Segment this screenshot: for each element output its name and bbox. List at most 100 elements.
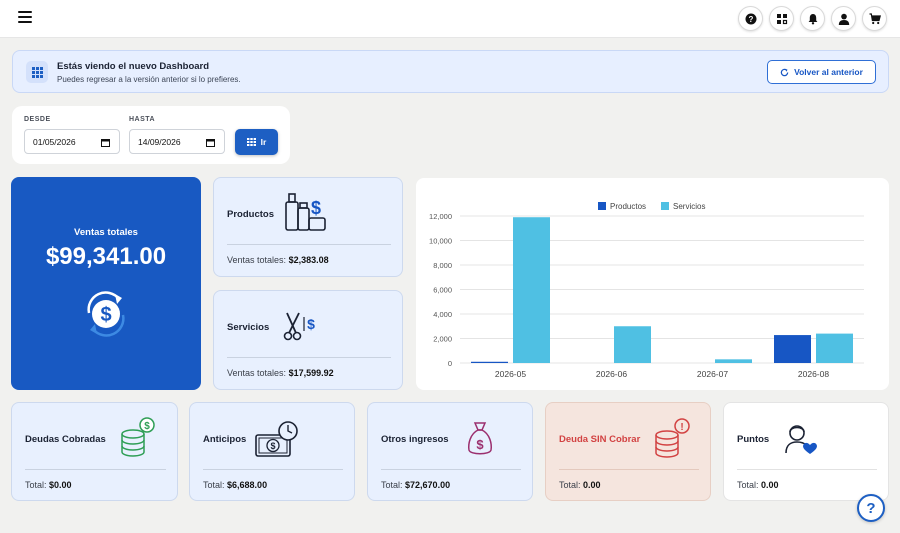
total-sales-label: Ventas totales	[74, 227, 138, 238]
total-sales-value: $99,341.00	[45, 243, 167, 270]
svg-text:$: $	[270, 441, 275, 451]
back-to-previous-button[interactable]: Volver al anterior	[767, 60, 876, 84]
y-tick-label: 6,000	[433, 286, 452, 295]
products-total-prefix: Ventas totales:	[227, 255, 287, 265]
svg-text:$: $	[144, 421, 150, 432]
chart-legend: Productos Servicios	[598, 202, 705, 211]
user-icon[interactable]	[831, 6, 856, 31]
services-total-amount: $17,599.92	[288, 368, 334, 378]
back-button-label: Volver al anterior	[794, 67, 863, 77]
divider	[737, 469, 877, 470]
bar-servicios[interactable]	[513, 217, 550, 363]
y-tick-label: 0	[448, 359, 452, 368]
refresh-icon	[780, 68, 789, 76]
x-tick-label: 2026-05	[495, 369, 526, 379]
to-date-input[interactable]: 14/09/2026	[129, 129, 225, 154]
to-date-value: 14/09/2026	[138, 136, 181, 147]
uncollected-debt-card: Deuda SIN Cobrar ! Total: 0.00	[545, 402, 711, 501]
svg-text:$: $	[476, 437, 484, 452]
date-filter-card: DESDE 01/05/2026 HASTA 14/09/2026 Ir	[12, 106, 290, 164]
x-tick-label: 2026-07	[697, 369, 728, 379]
svg-text:$: $	[100, 304, 111, 326]
go-button[interactable]: Ir	[235, 129, 278, 155]
services-total-prefix: Ventas totales:	[227, 368, 287, 378]
money-bag-icon: $	[468, 422, 492, 455]
uncollected-debt-prefix: Total:	[559, 480, 581, 490]
go-button-label: Ir	[260, 137, 267, 147]
bar-productos[interactable]	[471, 361, 508, 363]
other-income-title: Otros ingresos	[381, 434, 449, 445]
x-tick-label: 2026-06	[596, 369, 627, 379]
points-prefix: Total:	[737, 480, 759, 490]
from-date-value: 01/05/2026	[33, 136, 76, 147]
apps-icon[interactable]	[769, 6, 794, 31]
bar-servicios[interactable]	[614, 326, 651, 363]
grid-icon	[246, 138, 256, 146]
collected-debts-amount: $0.00	[49, 480, 72, 490]
from-label: DESDE	[24, 116, 51, 123]
divider	[203, 469, 343, 470]
advances-amount: $6,688.00	[227, 480, 268, 490]
legend-swatch	[598, 202, 606, 210]
grid-icon	[26, 61, 48, 83]
cash-clock-icon: $	[255, 421, 298, 457]
svg-text:?: ?	[866, 500, 875, 516]
coins-stack-icon: $	[121, 417, 155, 457]
bar-servicios[interactable]	[715, 359, 752, 363]
sales-chart-card: Productos Servicios 0 2,000 4,000 6,000 8,000…	[416, 178, 889, 390]
uncollected-debt-amount: 0.00	[583, 480, 601, 490]
points-amount: 0.00	[761, 480, 779, 490]
banner-subtitle: Puedes regresar a la versión anterior si…	[57, 75, 241, 84]
services-total: Ventas totales: $17,599.92	[227, 368, 334, 378]
help-icon[interactable]: ?	[738, 6, 763, 31]
legend-label[interactable]: Servicios	[673, 202, 705, 211]
advances-card: Anticipos $ Total: $6,688.00	[189, 402, 355, 501]
scissors-icon: $	[283, 312, 315, 341]
svg-text:?: ?	[748, 14, 753, 23]
x-tick-label: 2026-08	[798, 369, 829, 379]
svg-text:$: $	[307, 316, 315, 332]
bell-icon[interactable]	[800, 6, 825, 31]
coins-alert-icon: !	[655, 418, 690, 458]
menu-icon[interactable]	[18, 11, 32, 25]
products-total: Ventas totales: $2,383.08	[227, 255, 329, 265]
uncollected-debt-title: Deuda SIN Cobrar	[559, 434, 641, 445]
divider	[25, 469, 166, 470]
services-card: Servicios $ Ventas totales: $17,599.92	[213, 290, 403, 390]
products-icon: $	[285, 193, 326, 231]
divider	[559, 469, 699, 470]
divider	[227, 244, 391, 245]
to-label: HASTA	[129, 116, 156, 123]
calendar-icon[interactable]	[206, 138, 215, 147]
svg-text:!: !	[680, 422, 683, 433]
legend-label[interactable]: Productos	[610, 202, 646, 211]
y-tick-label: 12,000	[429, 212, 452, 221]
help-chat-button[interactable]: ?	[857, 494, 885, 522]
products-title: Productos	[227, 209, 274, 220]
points-card: Puntos Total: 0.00	[723, 402, 889, 501]
divider	[227, 357, 391, 358]
other-income-amount: $72,670.00	[405, 480, 451, 490]
money-cycle-icon: $	[87, 291, 125, 337]
cart-icon[interactable]	[862, 6, 887, 31]
collected-debts-total: Total: $0.00	[25, 480, 72, 490]
collected-debts-title: Deudas Cobradas	[25, 434, 106, 445]
banner-title: Estás viendo el nuevo Dashboard	[57, 61, 210, 72]
bar-servicios[interactable]	[816, 333, 853, 363]
y-tick-label: 2,000	[433, 335, 452, 344]
chart-bars	[471, 217, 853, 363]
sales-bar-chart: Productos Servicios 0 2,000 4,000 6,000 8,000…	[429, 202, 864, 379]
advances-title: Anticipos	[203, 434, 247, 445]
chart-x-labels: 2026-05 2026-06 2026-07 2026-08	[495, 369, 829, 379]
calendar-icon[interactable]	[101, 138, 110, 147]
question-icon: ?	[866, 500, 875, 516]
other-income-prefix: Total:	[381, 480, 403, 490]
bar-productos[interactable]	[774, 335, 811, 363]
svg-text:$: $	[311, 198, 321, 218]
other-income-card: Otros ingresos $ Total: $72,670.00	[367, 402, 533, 501]
products-card: Productos $ Ventas totales: $2,383.08	[213, 177, 403, 277]
collected-debts-card: Deudas Cobradas $ Total: $0.00	[11, 402, 178, 501]
from-date-input[interactable]: 01/05/2026	[24, 129, 120, 154]
points-total: Total: 0.00	[737, 480, 779, 490]
collected-debts-prefix: Total:	[25, 480, 47, 490]
